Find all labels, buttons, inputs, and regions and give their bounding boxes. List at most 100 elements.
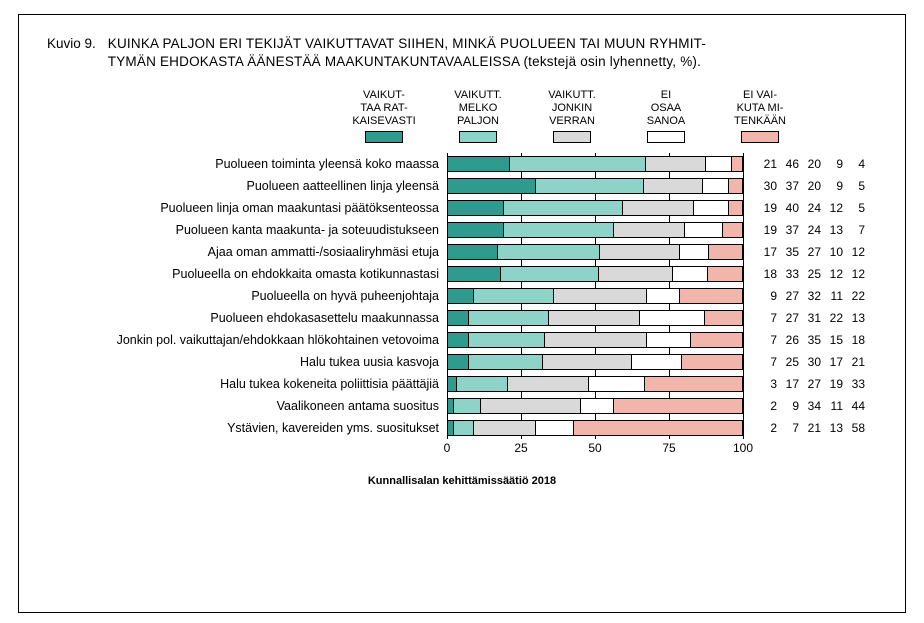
bar-segment bbox=[705, 156, 732, 172]
bar-segment bbox=[672, 266, 708, 282]
value-row: 1833251212 bbox=[755, 263, 865, 285]
bar-stack bbox=[447, 200, 743, 216]
bar-row bbox=[447, 285, 743, 307]
bar-segment bbox=[728, 178, 743, 194]
bar-stack bbox=[447, 244, 743, 260]
plot-column: 0255075100 bbox=[447, 153, 743, 463]
value-cell: 33 bbox=[777, 263, 799, 285]
value-cell: 17 bbox=[755, 241, 777, 263]
bar-segment bbox=[447, 376, 456, 392]
bar-segment bbox=[681, 354, 743, 370]
legend-item: EIOSAASANOA bbox=[630, 89, 702, 143]
value-cell: 35 bbox=[777, 241, 799, 263]
value-row: 725301721 bbox=[755, 351, 865, 373]
category-label: Puolueella on ehdokkaita omasta kotikunn… bbox=[47, 263, 439, 285]
bar-segment bbox=[456, 376, 507, 392]
bar-segment bbox=[580, 398, 613, 414]
bar-segment bbox=[535, 420, 573, 436]
title-block: Kuvio 9. KUINKA PALJON ERI TEKIJÄT VAIKU… bbox=[47, 35, 877, 71]
bar-stack bbox=[447, 398, 743, 414]
value-cell: 31 bbox=[799, 307, 821, 329]
category-label: Vaalikoneen antama suositus bbox=[47, 395, 439, 417]
bar-segment bbox=[447, 266, 500, 282]
bar-segment bbox=[447, 310, 468, 326]
bar-row bbox=[447, 263, 743, 285]
value-cell: 12 bbox=[843, 263, 865, 285]
bar-segment bbox=[468, 354, 542, 370]
value-cell: 12 bbox=[821, 197, 843, 219]
bar-segment bbox=[447, 244, 497, 260]
bar-segment bbox=[599, 244, 678, 260]
legend-label-line: TENKÄÄN bbox=[724, 115, 796, 128]
value-cell: 9 bbox=[821, 175, 843, 197]
legend-label-line: MELKO bbox=[442, 102, 514, 115]
value-cell: 22 bbox=[843, 285, 865, 307]
figure-title: KUINKA PALJON ERI TEKIJÄT VAIKUTTAVAT SI… bbox=[108, 35, 706, 71]
value-cell: 37 bbox=[777, 219, 799, 241]
bar-segment bbox=[708, 244, 743, 260]
legend-label-line: VAIKUTT. bbox=[536, 89, 608, 102]
category-label: Puolueella on hyvä puheenjohtaja bbox=[47, 285, 439, 307]
category-label: Puolueen toiminta yleensä koko maassa bbox=[47, 153, 439, 175]
value-cell: 9 bbox=[755, 285, 777, 307]
y-axis-labels: Puolueen toiminta yleensä koko maassa Puo… bbox=[47, 153, 447, 463]
bar-segment bbox=[480, 398, 581, 414]
bar-segment bbox=[645, 156, 704, 172]
x-tick-label: 0 bbox=[444, 441, 451, 455]
bar-segment bbox=[573, 420, 743, 436]
legend-label-line: JONKIN bbox=[536, 102, 608, 115]
bar-segment bbox=[631, 354, 681, 370]
bar-stack bbox=[447, 420, 743, 436]
bar-segment bbox=[690, 332, 743, 348]
value-cell: 20 bbox=[799, 153, 821, 175]
legend-label-line: PALJON bbox=[442, 115, 514, 128]
bar-segment bbox=[643, 178, 702, 194]
value-cell: 20 bbox=[799, 175, 821, 197]
value-cell: 7 bbox=[755, 329, 777, 351]
legend-swatch bbox=[459, 131, 497, 143]
value-row: 194024125 bbox=[755, 197, 865, 219]
value-cell: 11 bbox=[821, 395, 843, 417]
bar-row bbox=[447, 329, 743, 351]
value-cell: 24 bbox=[799, 219, 821, 241]
value-cell: 40 bbox=[777, 197, 799, 219]
value-cell: 17 bbox=[777, 373, 799, 395]
category-label: Puolueen kanta maakunta- ja soteuudistuk… bbox=[47, 219, 439, 241]
value-row: 727312213 bbox=[755, 307, 865, 329]
bar-segment bbox=[728, 200, 743, 216]
bar-segment bbox=[447, 178, 535, 194]
legend-swatch bbox=[741, 131, 779, 143]
bar-row bbox=[447, 373, 743, 395]
category-label: Ajaa oman ammatti-/sosiaaliryhmäsi etuja bbox=[47, 241, 439, 263]
bar-segment bbox=[497, 244, 600, 260]
category-label: Puolueen ehdokasasettelu maakunnassa bbox=[47, 307, 439, 329]
value-row: 21462094 bbox=[755, 153, 865, 175]
category-label: Halu tukea kokeneita poliittisia päättäj… bbox=[47, 373, 439, 395]
value-row: 30372095 bbox=[755, 175, 865, 197]
bar-row bbox=[447, 175, 743, 197]
value-cell: 30 bbox=[755, 175, 777, 197]
bar-segment bbox=[447, 354, 468, 370]
legend-label-line: VERRAN bbox=[536, 115, 608, 128]
bar-segment bbox=[507, 376, 588, 392]
value-cell: 46 bbox=[777, 153, 799, 175]
value-row: 193724137 bbox=[755, 219, 865, 241]
value-cell: 2 bbox=[755, 395, 777, 417]
bar-segment bbox=[704, 310, 742, 326]
value-cell: 9 bbox=[821, 153, 843, 175]
value-cell: 21 bbox=[755, 153, 777, 175]
value-cell: 7 bbox=[777, 417, 799, 439]
category-label: Puolueen linja oman maakuntasi päätöksen… bbox=[47, 197, 439, 219]
value-row: 317271933 bbox=[755, 373, 865, 395]
x-axis: 0255075100 bbox=[447, 441, 743, 463]
bar-stack bbox=[447, 332, 743, 348]
value-cell: 9 bbox=[777, 395, 799, 417]
bar-segment bbox=[473, 288, 552, 304]
bar-row bbox=[447, 351, 743, 373]
bar-segment bbox=[639, 310, 704, 326]
value-cell: 34 bbox=[799, 395, 821, 417]
chart-frame: Kuvio 9. KUINKA PALJON ERI TEKIJÄT VAIKU… bbox=[18, 14, 906, 613]
value-cell: 26 bbox=[777, 329, 799, 351]
bar-segment bbox=[707, 266, 743, 282]
legend-label-line: TAA RAT- bbox=[348, 102, 420, 115]
